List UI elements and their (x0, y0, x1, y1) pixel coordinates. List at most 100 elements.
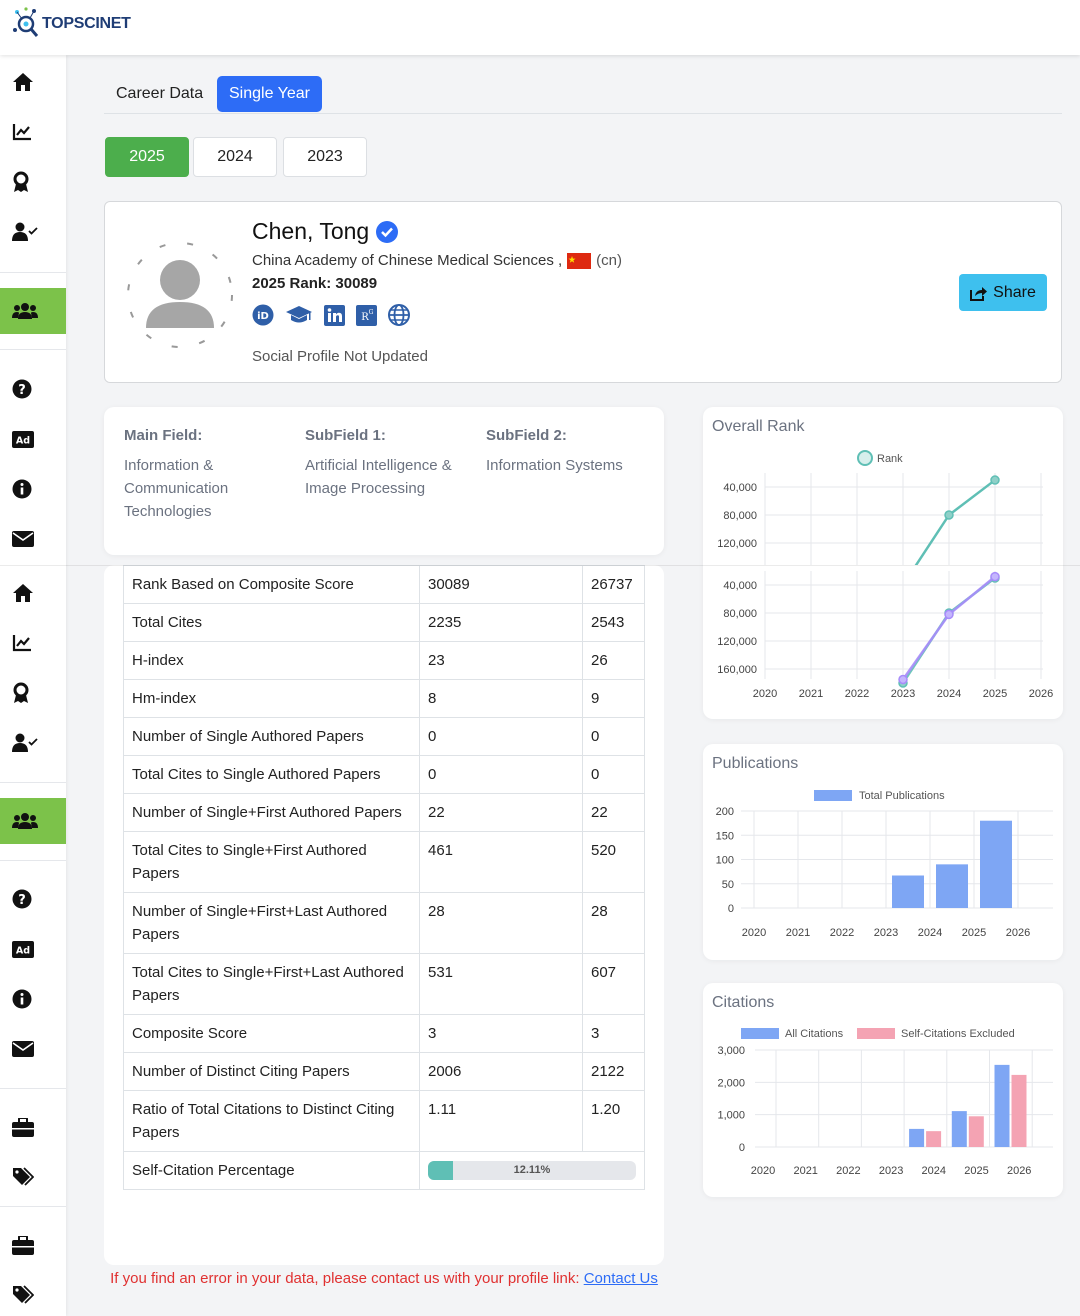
metric-label: Number of Single+First Authored Papers (123, 793, 420, 832)
sidebar-item-contact[interactable] (0, 516, 66, 562)
y-tick-label: 80,000 (723, 510, 757, 522)
logo[interactable]: TOPSCINET (12, 6, 131, 42)
sidebar-item-researchers[interactable] (0, 288, 66, 334)
table-row: Ratio of Total Citations to Distinct Cit… (123, 1090, 645, 1152)
y-tick-label: 80,000 (723, 608, 757, 620)
citations-chart: Citations All Citations Self-Citations Ex… (703, 983, 1063, 1197)
y-tick-label: 50 (722, 879, 734, 891)
metric-value-2025: 30089 (419, 565, 583, 604)
svg-text:G: G (369, 309, 374, 316)
table-row: Hm-index 8 9 (123, 679, 645, 718)
graduation-cap-icon[interactable] (285, 304, 313, 326)
self-citation-progress: 12.11% (428, 1161, 636, 1180)
sidebar-item-awards[interactable] (0, 670, 66, 716)
sidebar-item-jobs[interactable] (0, 1222, 66, 1268)
researcher-name: Chen, Tong (252, 218, 399, 245)
year-button-2023[interactable]: 2023 (283, 137, 367, 177)
x-tick-label: 2022 (830, 927, 854, 939)
y-tick-label: 40,000 (723, 580, 757, 592)
table-row: Number of Single+First Authored Papers 22… (123, 793, 645, 832)
legend-label: Total Publications (859, 790, 945, 802)
info-icon (12, 989, 32, 1009)
svg-text:Ad: Ad (16, 435, 30, 446)
publication-bar (980, 820, 1012, 908)
subfield-2-label: SubField 2: (486, 427, 567, 444)
metric-label: H-index (123, 641, 420, 680)
china-flag-icon (567, 252, 592, 269)
self-citation-progress-fill (428, 1161, 454, 1180)
legend-marker (857, 1028, 895, 1039)
overall-rank-chart: Overall Rank Rank 40,000 80,000 120,000 40,0… (703, 407, 1063, 719)
sidebar-item-ads[interactable]: Ad (0, 416, 66, 462)
sidebar-item-stats[interactable] (0, 620, 66, 666)
user-silhouette-icon (127, 242, 233, 348)
table-row: H-index 23 26 (123, 641, 645, 680)
contact-us-link[interactable]: Contact Us (583, 1270, 658, 1287)
profile-card: Chen, Tong China Academy of Chinese Medi… (104, 201, 1062, 383)
legend-marker (814, 790, 852, 801)
all-citations-bar (909, 1128, 925, 1147)
sidebar-item-home[interactable] (0, 570, 66, 616)
globe-icon[interactable] (388, 304, 410, 326)
home-icon (13, 73, 33, 91)
svg-text:R: R (361, 312, 369, 323)
all-citations-bar (951, 1111, 967, 1147)
sidebar-item-awards[interactable] (0, 159, 66, 205)
sidebar-item-about[interactable] (0, 466, 66, 512)
x-tick-label: 2020 (751, 1165, 775, 1177)
researcher-name-text: Chen, Tong (252, 218, 370, 244)
sidebar-item-verified[interactable] (0, 720, 66, 766)
rank-chart-svg: Rank 40,000 80,000 120,000 40,000 80,000 120,0… (703, 450, 1063, 700)
self-citation-cell: 12.11% (419, 1151, 645, 1190)
x-tick-label: 2021 (786, 927, 810, 939)
affiliation: China Academy of Chinese Medical Science… (252, 252, 622, 269)
sidebar-item-jobs[interactable] (0, 1104, 66, 1150)
x-tick-label: 2024 (922, 1165, 946, 1177)
x-tick-label: 2024 (937, 688, 961, 700)
x-tick-label: 2021 (799, 688, 823, 700)
metric-value-2024: 2543 (582, 603, 645, 642)
sidebar-item-ads[interactable]: Ad (0, 926, 66, 972)
share-button[interactable]: Share (959, 274, 1047, 311)
sidebar-item-home[interactable] (0, 59, 66, 105)
sidebar-item-about[interactable] (0, 976, 66, 1022)
data-tabs: Career Data Single Year (104, 76, 1062, 114)
y-tick-label: 160,000 (717, 664, 757, 676)
year-button-2024[interactable]: 2024 (193, 137, 277, 177)
x-tick-label: 2026 (1006, 927, 1030, 939)
sidebar: ? Ad ? Ad (0, 55, 66, 1316)
linkedin-icon[interactable] (324, 304, 345, 326)
envelope-icon (12, 531, 34, 547)
share-label: Share (993, 283, 1036, 301)
error-report-text: If you find an error in your data, pleas… (110, 1270, 584, 1287)
metric-value-2025: 22 (419, 793, 583, 832)
metric-value-2024: 520 (582, 831, 645, 893)
table-row: Self-Citation Percentage 12.11% (123, 1151, 645, 1190)
table-row: Composite Score 3 3 (123, 1014, 645, 1053)
legend-marker (741, 1028, 779, 1039)
chart-title: Overall Rank (712, 418, 805, 435)
users-icon (12, 813, 38, 829)
sidebar-item-tags[interactable] (0, 1272, 66, 1316)
sidebar-item-help[interactable]: ? (0, 876, 66, 922)
y-tick-label: 0 (739, 1142, 745, 1154)
orcid-icon[interactable]: iD (252, 304, 274, 326)
rank-point (944, 510, 954, 520)
subfield-2-value: Information Systems (486, 457, 623, 474)
country-code: (cn) (596, 252, 623, 269)
sidebar-item-help[interactable]: ? (0, 366, 66, 412)
sidebar-item-stats[interactable] (0, 109, 66, 155)
y-tick-label: 120,000 (717, 538, 757, 550)
sidebar-item-researchers[interactable] (0, 798, 66, 844)
metric-label: Hm-index (123, 679, 420, 718)
metric-value-2024: 28 (582, 892, 645, 954)
sidebar-item-contact[interactable] (0, 1026, 66, 1072)
table-row: Number of Single Authored Papers 0 0 (123, 717, 645, 756)
year-button-2025[interactable]: 2025 (105, 137, 189, 177)
tab-single-year[interactable]: Single Year (217, 76, 322, 112)
metric-value-2024: 26737 (582, 565, 645, 604)
sidebar-item-tags[interactable] (0, 1154, 66, 1200)
tab-career-data[interactable]: Career Data (116, 85, 204, 102)
sidebar-item-verified[interactable] (0, 209, 66, 255)
